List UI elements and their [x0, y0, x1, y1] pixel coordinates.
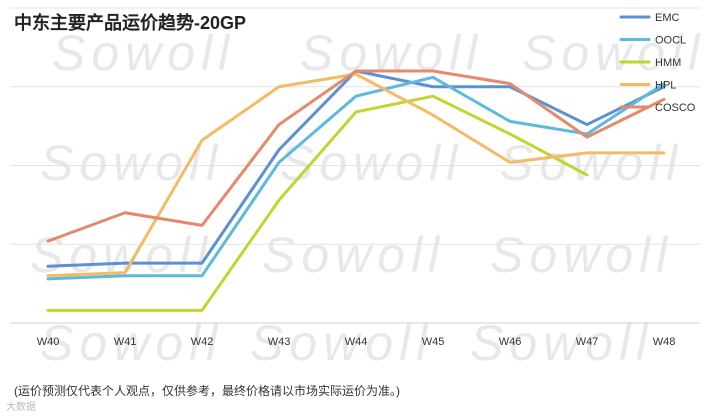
watermark: Sowoll: [40, 315, 223, 371]
watermark: Sowoll: [522, 25, 705, 81]
x-tick-label: W44: [345, 336, 368, 348]
x-tick-label: W47: [576, 336, 599, 348]
x-tick-label: W40: [37, 336, 60, 348]
watermark: Sowoll: [40, 135, 223, 191]
watermark: Sowoll: [470, 315, 653, 371]
series-line-hmm: [46, 94, 589, 312]
legend-label-emc: EMC: [655, 12, 680, 24]
x-tick-label: W48: [653, 336, 676, 348]
legend-label-cosco: COSCO: [655, 102, 696, 114]
x-tick-label: W43: [268, 336, 291, 348]
series-line-cosco: [46, 69, 666, 243]
legend-label-oocl: OOCL: [655, 35, 686, 47]
legend-label-hmm: HMM: [655, 57, 681, 69]
x-tick-label: W45: [422, 336, 445, 348]
watermark: Sowoll: [490, 227, 673, 283]
x-axis-ticks: W40 W41 W42 W43 W44 W45 W46 W47 W48: [37, 336, 676, 348]
chart-title: 中东主要产品运价趋势-20GP: [14, 13, 247, 33]
corner-mark: 大数据: [6, 402, 36, 413]
series-line-hpl: [46, 72, 666, 278]
series-line-oocl: [46, 75, 666, 281]
watermark: Sowoll: [262, 227, 445, 283]
watermark: Sowoll: [250, 315, 433, 371]
legend-label-hpl: HPL: [655, 80, 676, 92]
watermark-layer: Sowoll Sowoll Sowoll Sowoll Sowoll Sowol…: [30, 25, 705, 371]
x-tick-label: W41: [114, 336, 137, 348]
watermark: Sowoll: [280, 135, 463, 191]
disclaimer-note: (运价预测仅代表个人观点，仅供参考，最终价格请以市场实际运价为准。): [14, 384, 400, 398]
watermark: Sowoll: [300, 25, 483, 81]
x-tick-label: W42: [191, 336, 214, 348]
gridlines: [10, 7, 700, 324]
x-tick-label: W46: [499, 336, 522, 348]
watermark: Sowoll: [52, 25, 235, 81]
series-lines: [46, 69, 666, 312]
legend: EMC OOCL HMM HPL COSCO: [619, 12, 696, 114]
